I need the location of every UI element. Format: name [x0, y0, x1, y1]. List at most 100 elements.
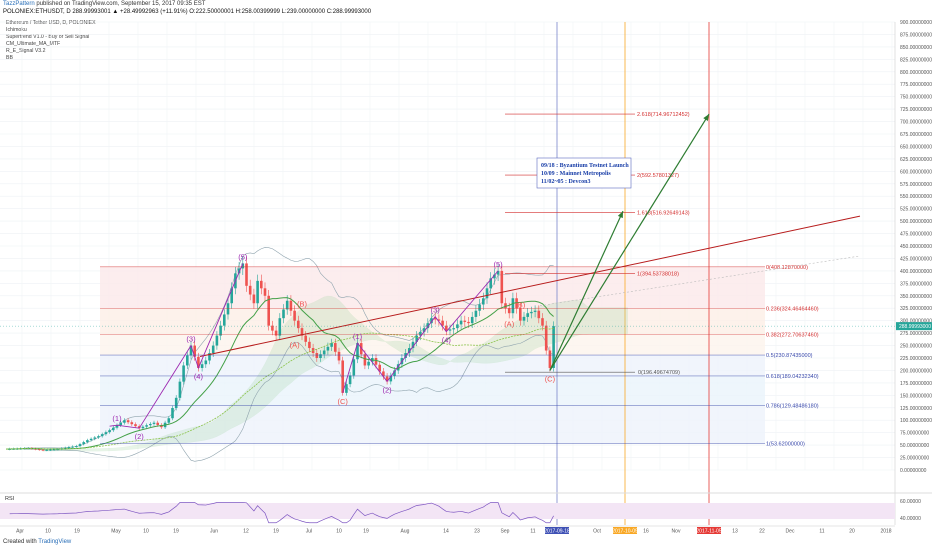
x-tick-label: 23	[474, 529, 480, 535]
wave-label: (2)	[383, 385, 393, 394]
candle-body	[100, 434, 104, 437]
y-tick-label: 25.00000000	[900, 456, 929, 462]
y-tick-label: 850.00000000	[900, 45, 932, 51]
y-tick-label: 325.00000000	[900, 306, 932, 312]
time-tag-bg	[545, 527, 569, 534]
y-tick-label: 125.00000000	[900, 406, 932, 412]
candle-body	[544, 325, 548, 351]
fib-ext-label: 1.618(516.92649143)	[637, 211, 690, 217]
price-axis: 900.00000000 875.00000000 850.00000000 825.…	[0, 20, 932, 525]
annotation-line: 11/02~05 : Devcon3	[541, 179, 590, 185]
y-tick-label: 275.00000000	[900, 331, 932, 337]
candle-body	[330, 343, 333, 347]
y-tick-label: 650.00000000	[900, 144, 932, 150]
author-link[interactable]: TazzPattern	[3, 1, 35, 7]
candle-body	[441, 320, 444, 326]
indicator-2[interactable]: Supertrend V1.0 - Buy or Sell Signal	[6, 34, 90, 40]
wave-label: (B)	[297, 300, 308, 309]
candle-body	[45, 449, 48, 451]
published-text: published on TradingView.com, September …	[36, 1, 206, 7]
candle-body	[167, 418, 171, 423]
candle-body	[200, 364, 204, 368]
candle-body	[448, 329, 452, 331]
fib-retr-label: 0.236(324.46464460)	[766, 306, 819, 312]
candle-body	[237, 268, 241, 274]
y-tick-label: 625.00000000	[900, 157, 932, 163]
rsi-tick: 40.00000	[900, 516, 921, 522]
candle-body	[552, 326, 555, 368]
wave-label: (C)	[545, 374, 556, 383]
candle-body	[408, 348, 411, 354]
time-axis: Apr 10 19 May 10 19 Jun 12 19 Jul 10 19 Aug 14 23 Sep 11…	[0, 525, 895, 535]
y-tick-label: 600.00000000	[900, 169, 932, 175]
footer: Created with TradingView	[3, 539, 71, 545]
candle-body	[223, 314, 226, 326]
fib-zone	[100, 405, 765, 444]
chart-header: TazzPattern published on TradingView.com…	[0, 0, 932, 16]
candle-body	[422, 328, 426, 332]
x-tick-label: 13	[732, 529, 738, 535]
candle-body	[126, 420, 130, 423]
annotation-box	[536, 157, 632, 189]
wave-label: (5)	[238, 252, 248, 261]
candle-body	[252, 294, 256, 304]
candle-body	[63, 447, 67, 449]
trend-line-dotted	[539, 255, 861, 307]
candle-body	[86, 440, 89, 443]
candle-body	[71, 446, 74, 448]
y-tick-label: 825.00000000	[900, 57, 932, 63]
x-tick-label: 22	[759, 529, 765, 535]
candle-body	[359, 343, 363, 355]
candle-body	[123, 420, 126, 423]
candle-body	[171, 408, 174, 419]
indicator-3[interactable]: CM_Ultimate_MA_MTF	[6, 41, 61, 47]
candle-body	[337, 351, 341, 361]
candle-body	[308, 341, 311, 349]
indicator-5[interactable]: BB	[6, 55, 13, 61]
x-tick-label: 19	[173, 529, 179, 535]
candle-body	[149, 423, 152, 426]
candle-body	[134, 424, 137, 427]
candle-body	[504, 303, 507, 309]
tradingview-logo-text[interactable]: TradingView	[38, 539, 72, 545]
candle-body	[348, 375, 352, 385]
candle-body	[322, 350, 326, 355]
candle-body	[511, 298, 515, 314]
x-tick-label: Jul	[306, 529, 312, 535]
wave-label: (A)	[504, 320, 515, 329]
candle-body	[541, 318, 544, 326]
wave-label: (4)	[442, 336, 452, 345]
candle-body	[119, 422, 122, 426]
fib-zone	[100, 266, 765, 309]
candle-body	[193, 345, 196, 357]
candle-body	[130, 422, 134, 425]
projection-arrow-head	[703, 114, 709, 122]
candle-body	[326, 346, 330, 351]
y-tick-label: 575.00000000	[900, 182, 932, 188]
candle-body	[189, 345, 193, 356]
candle-body	[245, 263, 248, 286]
y-tick-label: 250.00000000	[900, 344, 932, 350]
candle-body	[248, 285, 252, 295]
candle-body	[345, 384, 348, 393]
candle-body	[430, 318, 433, 324]
wave-label: (5)	[494, 260, 504, 269]
fib-retr-label: 0.382(272.70637460)	[766, 332, 819, 338]
indicator-1[interactable]: Ichimoku	[6, 27, 27, 33]
candle-body	[433, 318, 437, 320]
candle-body	[93, 437, 97, 439]
fib-ext-label: 0(196.49674709)	[638, 370, 680, 376]
wave-label: (B)	[515, 301, 526, 310]
x-tick-label: Aug	[401, 529, 410, 535]
projection-arrow-head	[617, 211, 623, 219]
candle-body	[459, 320, 463, 325]
x-tick-label: 11	[530, 529, 535, 535]
indicator-4[interactable]: R_E_Signal V3.2	[6, 48, 46, 54]
candle-body	[241, 263, 245, 269]
x-tick-label: 11	[819, 529, 824, 535]
rsi-tick: 60.00000	[900, 499, 921, 505]
y-tick-label: 225.00000000	[900, 356, 932, 362]
candle-body	[411, 341, 415, 349]
x-tick-label: May	[111, 529, 121, 535]
